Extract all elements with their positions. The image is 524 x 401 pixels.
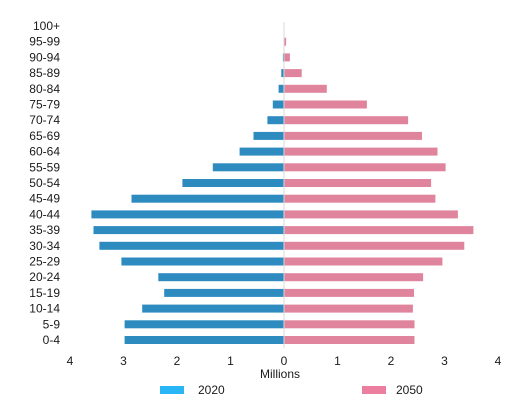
legend: 2020 2050 xyxy=(160,383,423,397)
x-tick-label: 0 xyxy=(281,354,288,368)
bar-2050-70-74 xyxy=(284,116,409,125)
y-tick-label: 70-74 xyxy=(29,113,60,127)
legend-swatch-2020 xyxy=(160,386,184,394)
bar-2020-0-4 xyxy=(124,336,284,344)
y-tick-label: 15-19 xyxy=(29,286,60,300)
bar-2050-75-79 xyxy=(284,100,367,109)
x-tick-labels: 4 3 2 1 0 1 2 3 4 xyxy=(67,354,502,368)
x-tick-label: 3 xyxy=(120,354,127,368)
bar-2020-90-94 xyxy=(282,53,284,62)
y-tick-label: 10-14 xyxy=(29,302,60,316)
bar-2050-10-14 xyxy=(284,304,413,313)
x-tick-label: 1 xyxy=(227,354,234,368)
y-tick-label: 5-9 xyxy=(43,317,61,331)
bar-2020-10-14 xyxy=(142,304,284,313)
bar-2050-60-64 xyxy=(284,147,438,156)
y-tick-label: 30-34 xyxy=(29,239,60,253)
legend-label-2050: 2050 xyxy=(396,383,423,397)
bar-2050-30-34 xyxy=(284,241,465,250)
x-tick-label: 1 xyxy=(334,354,341,368)
bar-2020-5-9 xyxy=(124,320,284,329)
bar-2020-55-59 xyxy=(212,163,284,172)
y-tick-label: 90-94 xyxy=(29,50,60,64)
bar-2050-85-89 xyxy=(284,69,302,78)
bar-2050-90-94 xyxy=(284,53,290,62)
y-tick-label: 100+ xyxy=(33,19,60,33)
bar-2020-70-74 xyxy=(267,116,284,125)
bar-2050-80-84 xyxy=(284,84,327,93)
bar-2020-85-89 xyxy=(281,69,284,78)
bar-2050-5-9 xyxy=(284,320,415,329)
bar-2020-80-84 xyxy=(278,84,284,93)
bar-2050-35-39 xyxy=(284,226,474,235)
bar-2020-40-44 xyxy=(91,210,285,219)
x-tick-label: 2 xyxy=(388,354,395,368)
bar-2050-20-24 xyxy=(284,273,424,282)
y-tick-label: 80-84 xyxy=(29,82,60,96)
bar-2050-45-49 xyxy=(284,194,436,203)
y-tick-label: 65-69 xyxy=(29,129,60,143)
bar-2020-65-69 xyxy=(253,131,284,140)
bar-2020-50-54 xyxy=(182,179,284,187)
y-tick-label: 50-54 xyxy=(29,176,60,190)
y-tick-label: 95-99 xyxy=(29,35,60,49)
bar-2020-15-19 xyxy=(164,288,284,297)
y-tick-label: 0-4 xyxy=(43,333,61,347)
x-axis-label: Millions xyxy=(260,367,300,381)
bar-2020-60-64 xyxy=(239,147,284,156)
y-tick-label: 40-44 xyxy=(29,207,60,221)
bar-2050-15-19 xyxy=(284,288,414,297)
bars-layer xyxy=(91,37,474,344)
bar-2020-45-49 xyxy=(131,194,284,203)
bar-2020-25-29 xyxy=(121,257,285,266)
legend-label-2020: 2020 xyxy=(198,383,225,397)
x-tick-label: 4 xyxy=(67,354,74,368)
y-tick-label: 85-89 xyxy=(29,66,60,80)
y-tick-label: 45-49 xyxy=(29,192,60,206)
y-tick-label: 35-39 xyxy=(29,223,60,237)
bar-2050-40-44 xyxy=(284,210,458,219)
bar-2050-55-59 xyxy=(284,163,446,172)
y-tick-label: 75-79 xyxy=(29,98,60,112)
legend-swatch-2050 xyxy=(362,386,386,394)
bar-2020-30-34 xyxy=(99,241,285,250)
bar-2050-0-4 xyxy=(284,336,415,344)
bar-2020-20-24 xyxy=(158,273,284,282)
bar-2050-65-69 xyxy=(284,131,422,140)
y-tick-label: 55-59 xyxy=(29,160,60,174)
y-tick-label: 20-24 xyxy=(29,270,60,284)
y-tick-label: 60-64 xyxy=(29,145,60,159)
x-tick-label: 3 xyxy=(441,354,448,368)
bar-2050-50-54 xyxy=(284,179,432,187)
bar-2020-75-79 xyxy=(272,100,284,109)
bar-2050-95-99 xyxy=(284,37,287,46)
x-tick-label: 2 xyxy=(174,354,181,368)
x-tick-label: 4 xyxy=(495,354,502,368)
y-tick-label: 25-29 xyxy=(29,255,60,269)
bar-2020-35-39 xyxy=(93,226,284,235)
bar-2050-25-29 xyxy=(284,257,443,266)
